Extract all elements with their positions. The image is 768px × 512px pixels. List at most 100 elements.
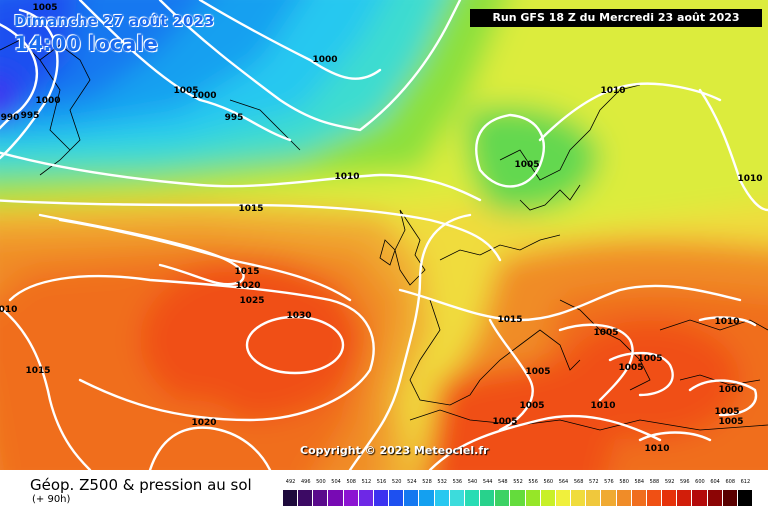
color-scale-label: 592 [664,479,675,485]
pressure-label: 1005 [714,407,739,417]
color-scale-swatch [601,490,616,506]
pressure-label: 1005 [32,3,57,13]
pressure-label: 995 [225,113,244,123]
color-scale-label: 496 [300,479,311,485]
copyright-notice: Copyright © 2023 Meteociel.fr [300,444,489,457]
color-scale-label: 564 [558,479,569,485]
color-scale-swatch [525,490,540,506]
pressure-label: 1000 [35,96,60,106]
pressure-label: 1005 [525,367,550,377]
color-scale-label: 540 [467,479,478,485]
model-run-banner: Run GFS 18 Z du Mercredi 23 août 2023 [470,9,762,27]
color-scale-label: 532 [437,479,447,485]
color-scale-label: 508 [346,479,356,485]
color-scale-label: 604 [710,479,720,485]
color-scale-swatch [358,490,373,506]
color-scale-label: 512 [361,479,372,485]
color-scale-swatch [343,490,358,506]
color-scale-swatch [616,490,631,506]
color-scale-label: 504 [331,479,341,485]
color-scale-labels: 492 496 500 504 508 512 516 520 524 528 532 536 540 5… [283,479,753,489]
color-scale-swatch [707,490,722,506]
color-scale-label: 576 [604,479,614,485]
color-scale-label: 608 [725,479,736,485]
color-scale-swatch [510,490,525,506]
pressure-label: 1005 [492,417,517,427]
color-scale-swatch [449,490,464,506]
color-scale-bar [283,490,753,506]
color-scale-label: 524 [407,479,417,485]
color-scale-swatch [313,490,328,506]
pressure-label: 1000 [718,385,743,395]
pressure-label: 1030 [286,311,311,321]
pressure-label: 1010 [590,401,615,411]
color-scale-label: 600 [695,479,705,485]
color-scale-label: 588 [649,479,660,485]
pressure-label: 1005 [514,160,539,170]
color-scale-swatch [328,490,343,506]
pressure-label: 1015 [497,315,522,325]
isobars [0,0,768,470]
color-scale-label: 544 [482,479,493,485]
color-scale-swatch [298,490,313,506]
color-scale-swatch [283,490,298,506]
color-scale-swatch [404,490,419,506]
color-scale-swatch [646,490,662,506]
pressure-label: 1015 [234,267,259,277]
pressure-label: 990 [1,113,20,123]
color-scale-label: 556 [528,479,538,485]
pressure-label: 1005 [718,417,743,427]
color-scale-label: 492 [285,479,296,485]
color-scale-swatch [373,490,389,506]
color-scale-swatch [586,490,601,506]
color-scale-swatch [419,490,434,506]
pressure-label: 1020 [235,281,260,291]
color-scale-label: 548 [498,479,508,485]
color-scale-swatch [737,490,752,506]
color-scale-label: 500 [316,479,326,485]
color-scale-label: 552 [513,479,523,485]
color-scale-swatch [662,490,677,506]
legend-subtitle: (+ 90h) [32,494,71,505]
pressure-label: 1005 [593,328,618,338]
pressure-label: 1010 [334,172,359,182]
color-scale-swatch [434,490,449,506]
pressure-label: 1005 [519,401,544,411]
color-scale-swatch [464,490,480,506]
pressure-label: 1015 [238,204,263,214]
color-scale-label: 528 [422,479,432,485]
color-scale-swatch [631,490,646,506]
color-scale-swatch [540,490,555,506]
color-scale-label: 520 [391,479,402,485]
pressure-label: 995 [21,111,40,121]
color-scale-label: 580 [619,479,629,485]
color-scale-label: 568 [573,479,584,485]
color-scale-swatch [722,490,737,506]
color-scale-swatch [677,490,692,506]
forecast-date: Dimanche 27 août 2023 [14,12,215,30]
pressure-label: 1000 [191,91,216,101]
color-scale-label: 612 [740,479,751,485]
color-scale-label: 536 [452,479,463,485]
pressure-labels: 1005 1000 1000 995 990 1005 1000 995 101… [0,3,763,454]
color-scale-label: 572 [589,479,599,485]
coastlines [0,39,768,431]
color-scale-swatch [571,490,586,506]
pressure-label: 1010 [737,174,762,184]
pressure-label: 1005 [637,354,662,364]
pressure-label: 1015 [25,366,50,376]
color-scale-label: 516 [376,479,387,485]
geopotential-field [0,0,768,470]
pressure-label: 1020 [191,418,216,428]
color-scale-label: 584 [634,479,645,485]
weather-map: 1005 1000 1000 995 990 1005 1000 995 101… [0,0,768,470]
color-scale-swatch [480,490,495,506]
pressure-label: 1010 [600,86,625,96]
color-scale-swatch [555,490,571,506]
color-scale-swatch [692,490,707,506]
pressure-label: 1005 [618,363,643,373]
legend-title: Géop. Z500 & pression au sol [30,476,252,494]
color-scale-label: 596 [679,479,690,485]
pressure-label: 1025 [239,296,264,306]
pressure-label: 1010 [714,317,739,327]
